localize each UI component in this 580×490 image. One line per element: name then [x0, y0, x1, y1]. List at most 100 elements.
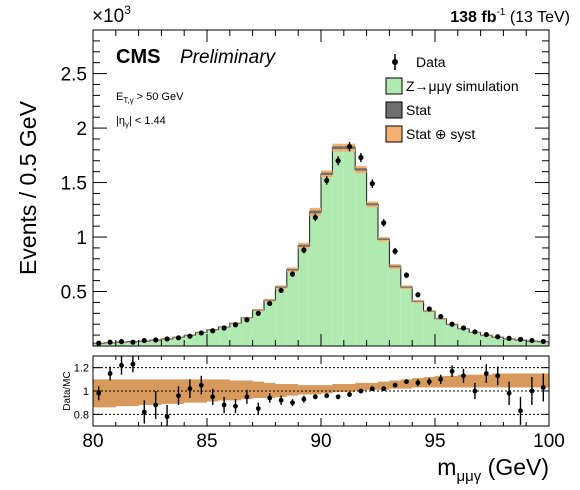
x-tick-label: 80: [82, 431, 103, 452]
data-point: [403, 272, 410, 278]
data-point: [141, 337, 147, 344]
ratio-point: [244, 394, 250, 400]
data-point: [175, 335, 182, 341]
stat-band-segment: [378, 238, 390, 240]
ratio-point: [324, 393, 330, 399]
sim-bar: [161, 338, 173, 346]
ratio-point: [233, 403, 238, 409]
legend-item-stat: Stat: [385, 101, 431, 119]
data-point: [324, 177, 330, 183]
ratio-point: [495, 373, 501, 379]
sim-bar: [241, 317, 253, 346]
eta-cut-label: |ηγ| < 1.44: [116, 115, 166, 129]
ratio-y-axis-title: Data/MC: [62, 371, 73, 410]
ratio-point: [461, 373, 466, 379]
legend-item-stat-syst: Stat ⊕ syst: [385, 125, 475, 143]
data-point: [187, 333, 193, 339]
sim-bar: [309, 211, 321, 346]
ratio-point: [506, 390, 512, 396]
ratio-y-axis: 0.8 1 1.2: [74, 363, 549, 421]
data-points: [96, 141, 546, 346]
stat-band-segment: [332, 146, 344, 150]
sim-bar: [514, 340, 527, 346]
data-point: [289, 271, 296, 277]
scale-factor: ×103: [92, 3, 131, 27]
svg-text:Z→μμγ simulation: Z→μμγ simulation: [406, 78, 519, 94]
ratio-y-tick-label: 1.2: [74, 363, 89, 375]
ratio-point: [312, 394, 318, 400]
ratio-point: [347, 392, 352, 397]
stat-band-segment: [309, 210, 321, 214]
data-point: [392, 248, 398, 254]
sim-bar: [184, 335, 196, 346]
ratio-point: [369, 386, 375, 392]
sim-bar: [150, 340, 162, 346]
data-point: [495, 334, 501, 340]
ratio-point: [483, 371, 489, 376]
data-point: [346, 143, 353, 150]
sim-bar: [492, 337, 504, 346]
y-tick-label: 2: [76, 119, 87, 140]
y-axis-title: Events / 0.5 GeV: [15, 100, 41, 275]
stat-band-segment: [286, 268, 299, 271]
luminosity-label: 138 fb-1 (13 TeV): [450, 7, 570, 26]
x-tick-label: 85: [196, 431, 217, 452]
data-point: [438, 313, 444, 320]
data-point: [244, 317, 250, 323]
stat-band-segment: [412, 300, 424, 302]
ratio-point: [301, 396, 307, 402]
sim-bar: [412, 301, 424, 346]
ratio-point: [164, 414, 170, 420]
data-point: [198, 330, 204, 336]
data-point: [312, 214, 318, 221]
data-point: [221, 325, 227, 331]
data-point: [358, 154, 364, 161]
x-axis-title: mμμγ (GeV): [437, 454, 549, 485]
sim-bar: [218, 326, 230, 346]
sim-bar: [480, 335, 492, 346]
ratio-point: [107, 371, 113, 376]
sim-bar: [526, 341, 538, 346]
ratio-point: [472, 388, 478, 394]
sim-bar: [355, 169, 367, 346]
y-tick-label: 1: [76, 228, 87, 249]
x-tick-label: 95: [424, 431, 445, 452]
data-point: [506, 335, 512, 341]
sim-bar: [275, 287, 287, 346]
sim-bar: [446, 324, 458, 346]
data-point: [118, 339, 125, 345]
main-y-axis: 0.5 1 1.5 2 2.5: [61, 29, 549, 336]
ratio-point: [198, 382, 204, 388]
ratio-point: [358, 388, 364, 394]
sim-bar: [138, 341, 150, 346]
sim-bar: [332, 147, 344, 346]
svg-text:Data: Data: [416, 54, 446, 70]
stat-band-segment: [355, 168, 367, 171]
stat-band-segment: [366, 203, 378, 206]
ratio-point: [404, 379, 409, 385]
ratio-point: [438, 376, 444, 382]
data-point: [232, 322, 239, 328]
ratio-point: [426, 379, 432, 385]
data-point: [483, 331, 489, 338]
sim-bar: [435, 318, 447, 346]
stat-band-segment: [252, 309, 264, 311]
sim-bar: [503, 338, 515, 346]
ratio-syst-band: [93, 373, 549, 408]
sim-bar: [366, 204, 378, 346]
data-point: [426, 306, 432, 312]
ratio-point: [221, 402, 227, 408]
sim-bar: [264, 300, 276, 346]
data-point: [153, 337, 159, 343]
stat-band-segment: [264, 299, 276, 301]
ratio-uncertainty-band: [93, 373, 549, 408]
ratio-point: [415, 380, 421, 386]
data-point: [210, 328, 216, 334]
sim-bar: [207, 329, 219, 346]
ratio-point: [540, 385, 546, 390]
sim-bar: [286, 269, 299, 346]
data-point: [517, 336, 524, 343]
ratio-point: [255, 406, 261, 411]
sim-bar: [172, 337, 185, 346]
